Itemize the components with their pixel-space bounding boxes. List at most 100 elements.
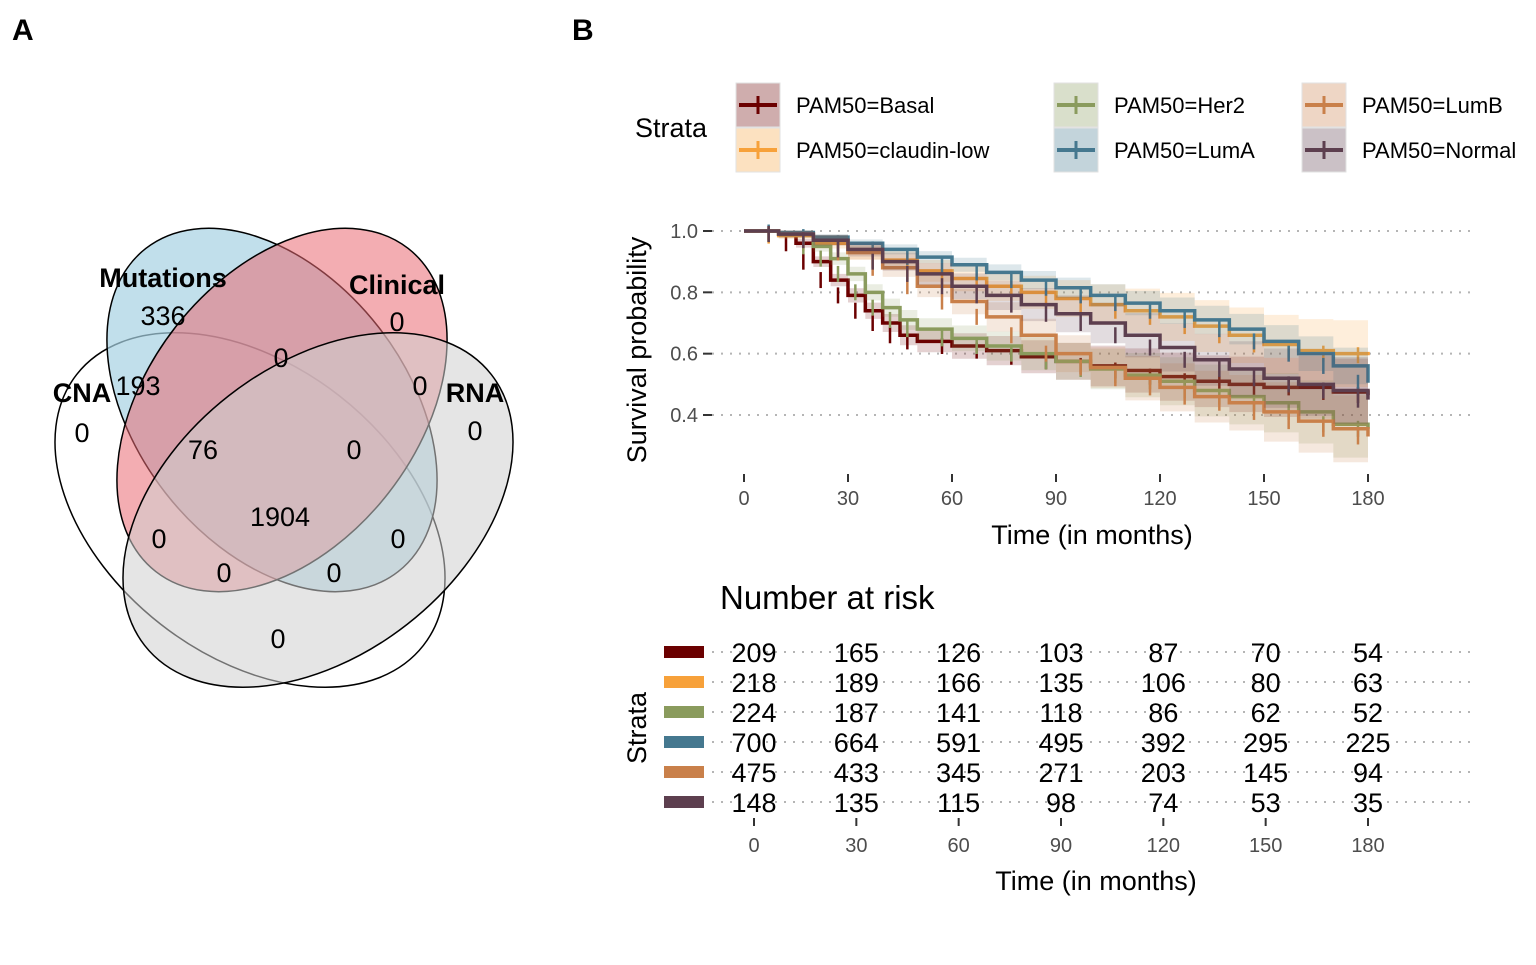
- legend-entry-label: PAM50=claudin-low: [796, 138, 990, 163]
- risk-value: 141: [936, 698, 981, 728]
- risk-value: 218: [731, 668, 776, 698]
- risk-value: 52: [1353, 698, 1383, 728]
- x-tick-label: 120: [1143, 488, 1176, 510]
- risk-value: 345: [936, 758, 981, 788]
- risk-value: 115: [937, 788, 980, 818]
- venn-count: 0: [390, 524, 405, 554]
- venn-count: 0: [412, 371, 427, 401]
- risk-value: 203: [1141, 758, 1186, 788]
- risk-table-ylabel: Strata: [622, 691, 652, 764]
- risk-value: 475: [731, 758, 776, 788]
- risk-value: 80: [1251, 668, 1281, 698]
- risk-value: 86: [1148, 698, 1178, 728]
- survival-curve: [744, 229, 1370, 396]
- risk-value: 225: [1345, 728, 1390, 758]
- venn-count: 1904: [250, 502, 310, 532]
- venn-set-rna: [122, 332, 514, 688]
- risk-value: 224: [731, 698, 776, 728]
- legend-entry-label: PAM50=LumA: [1114, 138, 1255, 163]
- survival-curve: [744, 229, 1370, 437]
- risk-value: 664: [834, 728, 879, 758]
- panel-a-label: A: [12, 14, 34, 47]
- risk-x-tick-label: 150: [1249, 835, 1282, 857]
- risk-table-xlabel: Time (in months): [995, 866, 1197, 896]
- risk-value: 135: [834, 788, 879, 818]
- y-tick-label: 1.0: [670, 221, 698, 243]
- risk-value: 62: [1251, 698, 1281, 728]
- risk-x-tick-label: 180: [1351, 835, 1384, 857]
- panel-b-label: B: [572, 14, 594, 47]
- y-tick-label: 0.4: [670, 405, 698, 427]
- risk-value: 94: [1353, 758, 1383, 788]
- risk-x-tick-label: 30: [845, 835, 867, 857]
- risk-value: 135: [1038, 668, 1083, 698]
- venn-count: 0: [74, 418, 89, 448]
- risk-value: 126: [936, 638, 981, 668]
- venn-count: 0: [326, 558, 341, 588]
- venn-count: 0: [273, 343, 288, 373]
- risk-value: 87: [1148, 638, 1178, 668]
- risk-x-tick-label: 60: [948, 835, 970, 857]
- x-tick-label: 150: [1247, 488, 1280, 510]
- risk-table-title: Number at risk: [720, 579, 935, 616]
- risk-value: 433: [834, 758, 879, 788]
- venn-count: 0: [151, 524, 166, 554]
- risk-value: 98: [1046, 788, 1076, 818]
- legend-entry-label: PAM50=Normal: [1362, 138, 1516, 163]
- risk-value: 392: [1141, 728, 1186, 758]
- risk-value: 53: [1251, 788, 1281, 818]
- venn-count: 0: [389, 307, 404, 337]
- risk-value: 209: [731, 638, 776, 668]
- venn-count: 193: [115, 371, 160, 401]
- risk-table: Number at risk Strata 209 165 126 103 87 70 54…: [622, 579, 1472, 896]
- venn-count: 76: [188, 435, 218, 465]
- risk-value: 63: [1353, 668, 1383, 698]
- km-plot: 0.4 0.6 0.8 1.0 0 30 60 90 120 150 180 Time (in mo…: [622, 221, 1472, 550]
- risk-x-tick-label: 0: [748, 835, 759, 857]
- x-tick-label: 90: [1045, 488, 1067, 510]
- risk-x-tick-label: 90: [1050, 835, 1072, 857]
- legend-entry-label: PAM50=Her2: [1114, 93, 1245, 118]
- confidence-band: [744, 230, 1368, 403]
- legend-entry-label: PAM50=LumB: [1362, 93, 1503, 118]
- legend-title: Strata: [635, 113, 708, 143]
- venn-label-cna: CNA: [53, 378, 112, 408]
- risk-value: 35: [1353, 788, 1383, 818]
- y-axis-label: Survival probability: [622, 236, 652, 463]
- risk-row-color-key: [664, 766, 704, 778]
- venn-label-rna: RNA: [446, 378, 505, 408]
- venn-count: 336: [140, 301, 185, 331]
- risk-value: 118: [1039, 698, 1082, 728]
- venn-count: 0: [346, 435, 361, 465]
- risk-value: 166: [936, 668, 981, 698]
- risk-x-tick-label: 120: [1147, 835, 1180, 857]
- risk-value: 165: [834, 638, 879, 668]
- survival-curve: [744, 229, 1370, 400]
- x-tick-label: 60: [941, 488, 963, 510]
- risk-value: 148: [731, 788, 776, 818]
- y-tick-label: 0.8: [670, 282, 698, 304]
- risk-value: 145: [1243, 758, 1288, 788]
- venn-count: 0: [270, 624, 285, 654]
- venn-count: 0: [467, 416, 482, 446]
- risk-row-color-key: [664, 796, 704, 808]
- risk-value: 70: [1251, 638, 1281, 668]
- risk-value: 187: [834, 698, 879, 728]
- risk-value: 591: [936, 728, 981, 758]
- y-tick-label: 0.6: [670, 344, 698, 366]
- venn-diagram: Mutations Clinical CNA RNA 336 0 0 0 0 1…: [53, 227, 514, 688]
- risk-value: 106: [1141, 668, 1186, 698]
- risk-value: 189: [834, 668, 879, 698]
- x-tick-label: 180: [1351, 488, 1384, 510]
- risk-value: 54: [1353, 638, 1383, 668]
- x-tick-label: 30: [837, 488, 859, 510]
- risk-row-color-key: [664, 736, 704, 748]
- risk-value: 103: [1038, 638, 1083, 668]
- venn-count: 0: [216, 558, 231, 588]
- x-axis-label: Time (in months): [991, 520, 1193, 550]
- legend-entry-label: PAM50=Basal: [796, 93, 934, 118]
- risk-value: 700: [731, 728, 776, 758]
- risk-row-color-key: [664, 646, 704, 658]
